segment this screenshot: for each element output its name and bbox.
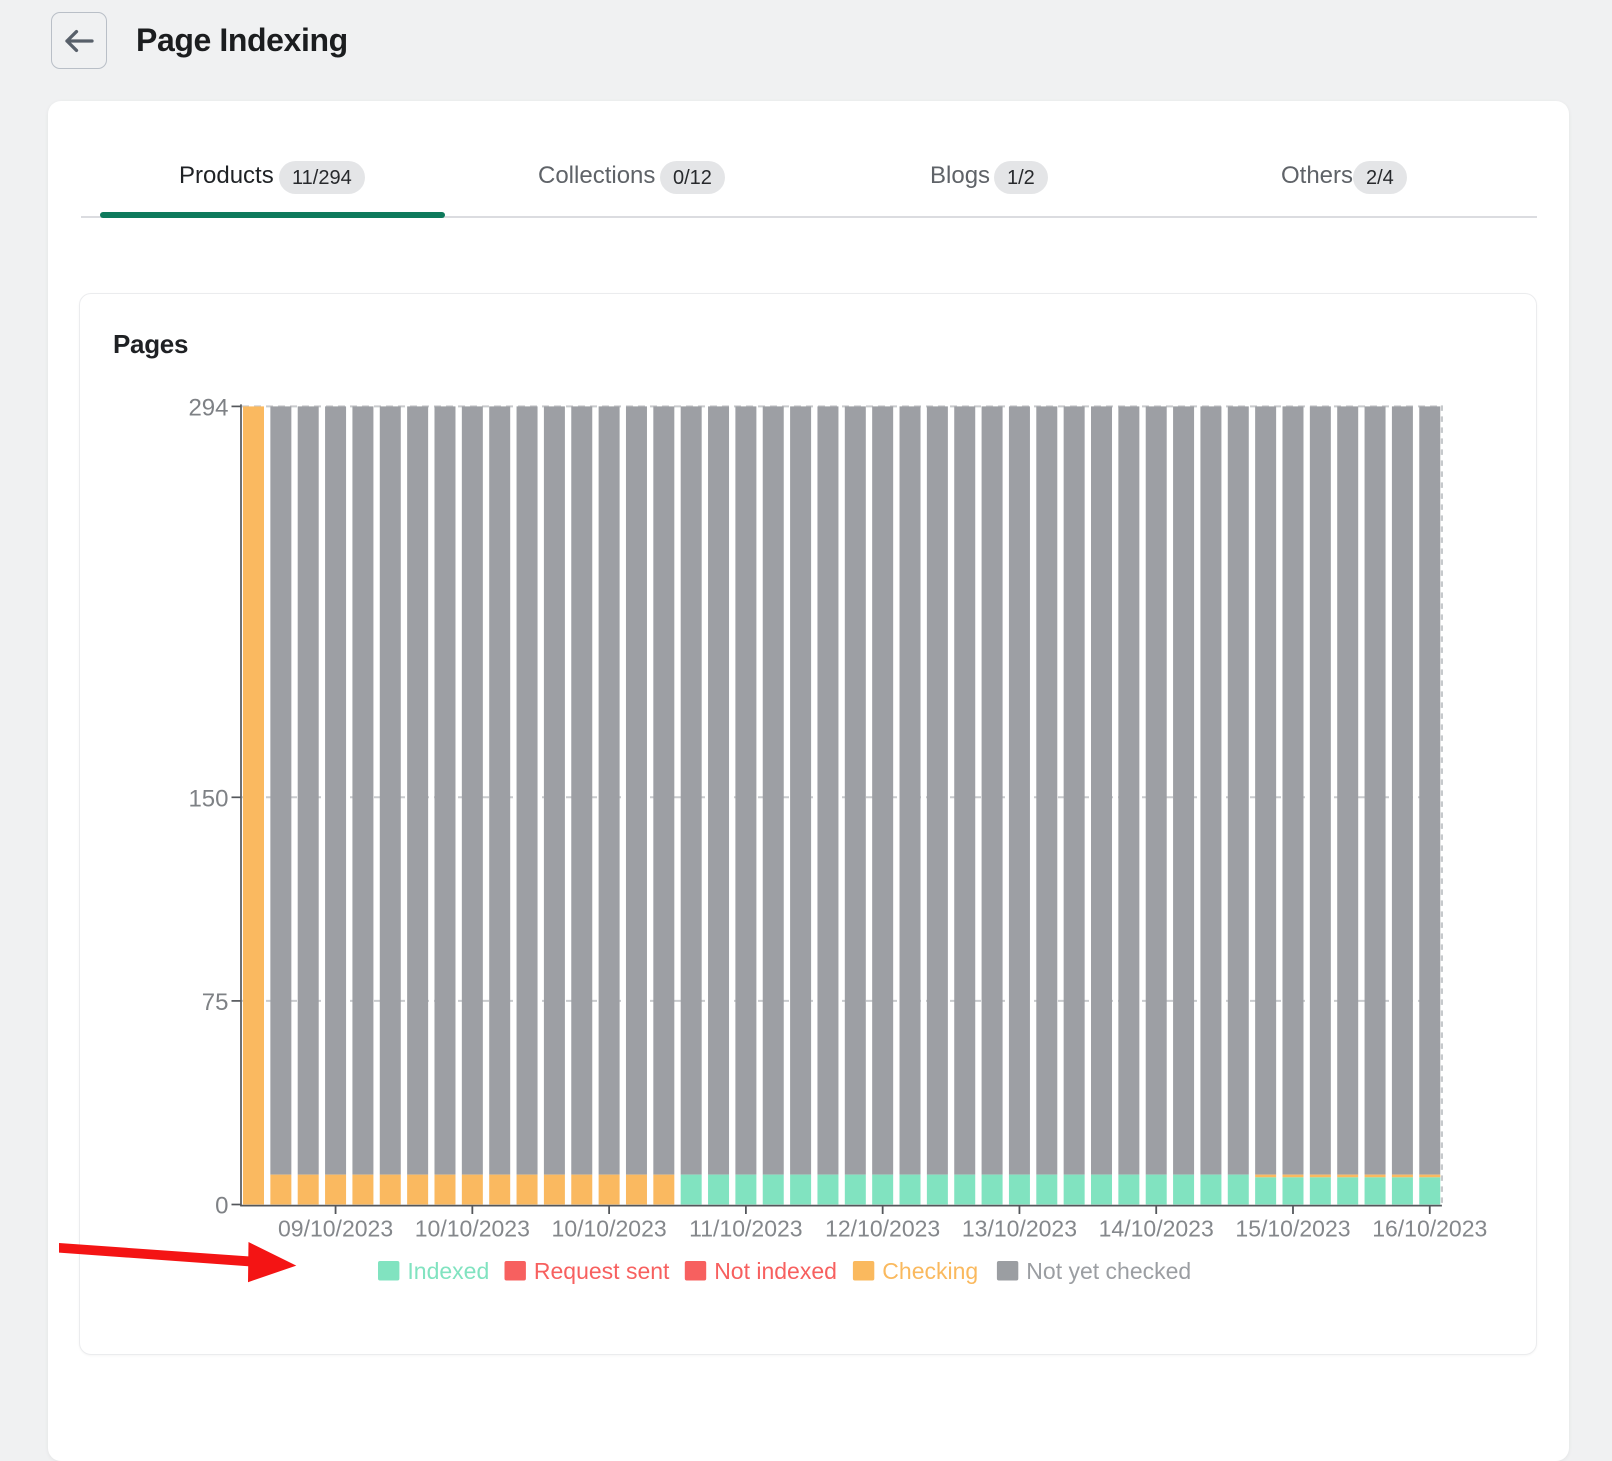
- svg-text:75: 75: [202, 989, 229, 1016]
- svg-text:13/10/2023: 13/10/2023: [962, 1216, 1077, 1242]
- svg-text:12/10/2023: 12/10/2023: [825, 1216, 940, 1242]
- svg-text:15/10/2023: 15/10/2023: [1235, 1216, 1350, 1242]
- svg-text:294: 294: [188, 394, 228, 421]
- svg-text:Request sent: Request sent: [534, 1258, 670, 1284]
- svg-text:10/10/2023: 10/10/2023: [552, 1216, 667, 1242]
- svg-text:11/10/2023: 11/10/2023: [689, 1216, 802, 1242]
- svg-text:14/10/2023: 14/10/2023: [1099, 1216, 1214, 1242]
- svg-text:Checking: Checking: [882, 1258, 978, 1284]
- svg-text:16/10/2023: 16/10/2023: [1372, 1216, 1487, 1242]
- svg-text:150: 150: [188, 785, 228, 812]
- svg-text:Not yet checked: Not yet checked: [1026, 1258, 1191, 1284]
- svg-text:09/10/2023: 09/10/2023: [278, 1216, 393, 1242]
- svg-text:Indexed: Indexed: [407, 1258, 489, 1284]
- svg-text:Not indexed: Not indexed: [714, 1258, 837, 1284]
- svg-text:0: 0: [215, 1193, 228, 1220]
- svg-text:10/10/2023: 10/10/2023: [415, 1216, 530, 1242]
